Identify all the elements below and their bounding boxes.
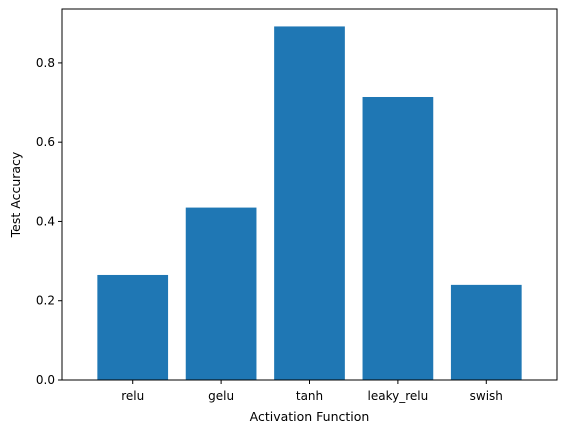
x-tick-label: swish [470,389,503,403]
x-axis: relu gelu tanh leaky_relu swish [121,380,503,403]
bars-group [97,26,522,380]
y-tick-label: 0.2 [36,294,55,308]
bar-swish [450,284,522,380]
x-tick-label: leaky_relu [368,389,429,403]
bar-relu [97,274,169,380]
y-tick-label: 0.6 [36,135,55,149]
y-tick-label: 0.0 [36,373,55,387]
y-axis: 0.0 0.2 0.4 0.6 0.8 [36,56,62,387]
y-tick-label: 0.4 [36,214,55,228]
x-axis-label: Activation Function [250,409,370,424]
y-axis-label: Test Accuracy [8,151,23,238]
y-tick-label: 0.8 [36,56,55,70]
x-tick-label: relu [121,389,144,403]
bar-tanh [274,26,345,380]
x-tick-label: tanh [296,389,323,403]
bar-gelu [185,207,257,380]
bar-leaky-relu [362,96,434,380]
x-tick-label: gelu [208,389,234,403]
